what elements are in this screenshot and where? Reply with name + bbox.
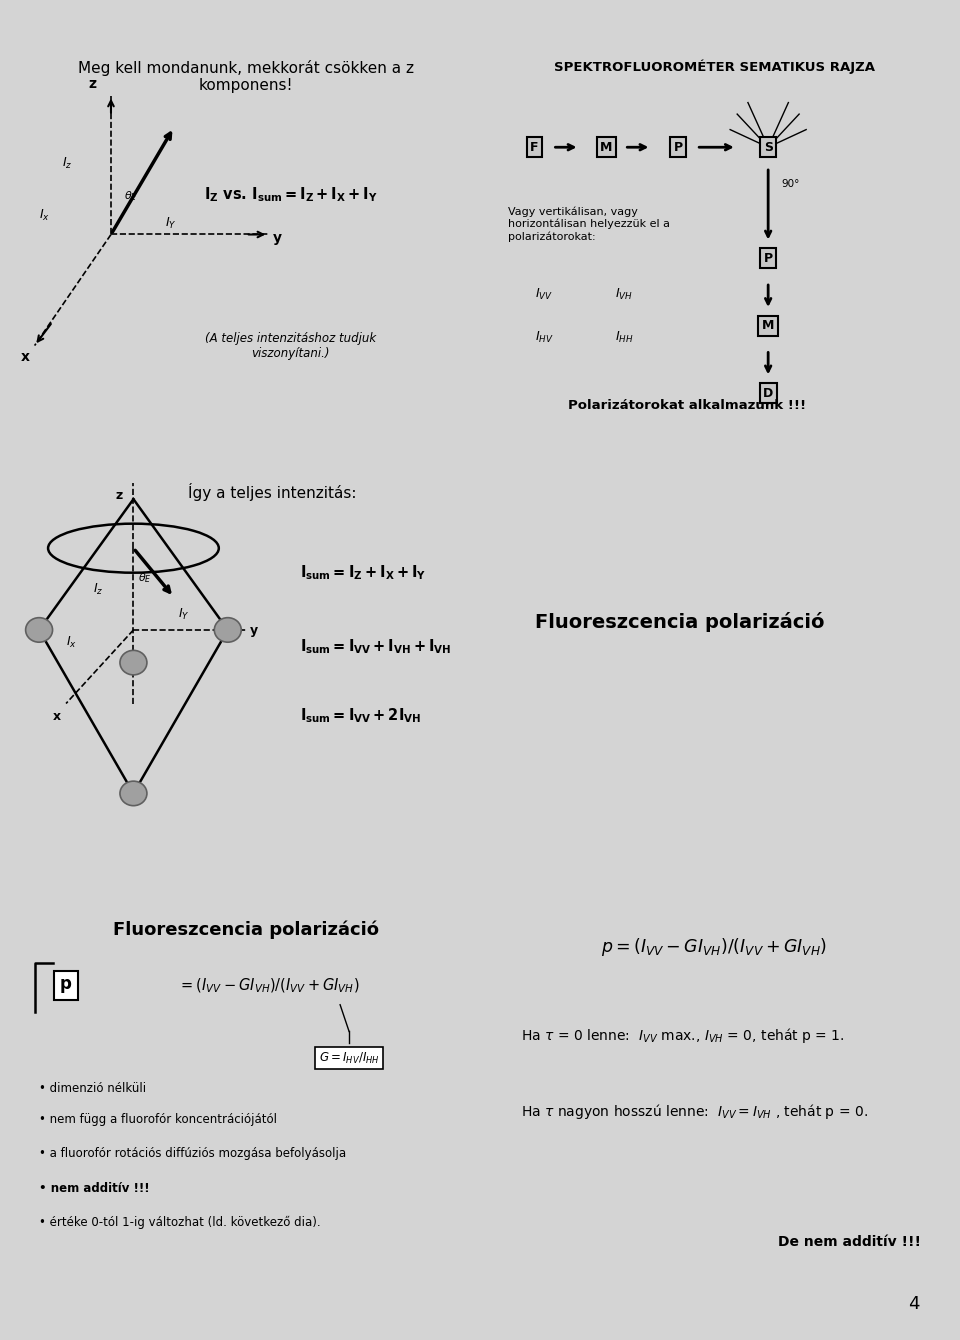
Text: $I_z$: $I_z$: [93, 582, 104, 598]
Text: Ha $\tau$ nagyon hosszú lenne:  $I_{VV} = I_{VH}$ , tehát p = 0.: Ha $\tau$ nagyon hosszú lenne: $I_{VV} =…: [521, 1103, 868, 1122]
Text: Polarizátorokat alkalmazunk !!!: Polarizátorokat alkalmazunk !!!: [568, 398, 806, 411]
Text: P: P: [674, 141, 683, 154]
Text: M: M: [600, 141, 612, 154]
Text: $I_x$: $I_x$: [66, 635, 77, 650]
Text: • nem függ a fluorofór koncentrációjától: • nem függ a fluorofór koncentrációjától: [39, 1112, 277, 1126]
Text: • dimenzió nélküli: • dimenzió nélküli: [39, 1083, 146, 1095]
Text: Fluoreszcencia polarizáció: Fluoreszcencia polarizáció: [112, 921, 379, 939]
Text: $I_z$: $I_z$: [61, 155, 72, 172]
Text: z: z: [88, 76, 97, 91]
Circle shape: [26, 618, 53, 642]
Text: Vagy vertikálisan, vagy
horizontálisan helyezzük el a
polarizátorokat:: Vagy vertikálisan, vagy horizontálisan h…: [508, 206, 669, 241]
Text: • értéke 0-tól 1-ig változhat (ld. következő dia).: • értéke 0-tól 1-ig változhat (ld. követ…: [39, 1215, 321, 1229]
Text: Ha $\tau$ = 0 lenne:  $I_{VV}$ max., $I_{VH}$ = 0, tehát p = 1.: Ha $\tau$ = 0 lenne: $I_{VV}$ max., $I_{…: [521, 1026, 845, 1045]
Text: SPEKTROFLUOROMÉTER SEMATIKUS RAJZA: SPEKTROFLUOROMÉTER SEMATIKUS RAJZA: [554, 60, 875, 75]
Text: $\mathbf{I_{sum} = I_Z + I_X + I_Y}$: $\mathbf{I_{sum} = I_Z + I_X + I_Y}$: [300, 563, 426, 582]
Text: x: x: [21, 351, 30, 364]
Text: M: M: [762, 319, 775, 332]
Text: x: x: [53, 710, 60, 722]
Text: $\mathbf{I_Z}$ vs. $\mathbf{I_{sum} = I_Z + I_X + I_Y}$: $\mathbf{I_Z}$ vs. $\mathbf{I_{sum} = I_…: [204, 185, 377, 204]
Text: De nem additív !!!: De nem additív !!!: [778, 1234, 921, 1249]
Text: Meg kell mondanunk, mekkorát csökken a z
komponens!: Meg kell mondanunk, mekkorát csökken a z…: [78, 60, 414, 94]
Text: 4: 4: [908, 1296, 920, 1313]
Circle shape: [214, 618, 241, 642]
Text: $I_{HV}$: $I_{HV}$: [535, 330, 553, 346]
Text: $\theta_E$: $\theta_E$: [125, 189, 138, 202]
Text: $I_{VH}$: $I_{VH}$: [615, 287, 634, 302]
Text: $p  = (I_{VV} - GI_{VH}) / (I_{VV} + GI_{VH})$: $p = (I_{VV} - GI_{VH}) / (I_{VV} + GI_{…: [601, 937, 828, 958]
Text: $G = I_{HV} / I_{HH}$: $G = I_{HV} / I_{HH}$: [319, 1051, 379, 1065]
Text: • nem additív !!!: • nem additív !!!: [39, 1182, 150, 1194]
Text: Így a teljes intenzitás:: Így a teljes intenzitás:: [188, 482, 357, 501]
Text: y: y: [273, 232, 281, 245]
Text: • a fluorofór rotációs diffúziós mozgása befolyásolja: • a fluorofór rotációs diffúziós mozgása…: [39, 1147, 347, 1160]
Circle shape: [120, 650, 147, 675]
Text: $I_{VV}$: $I_{VV}$: [535, 287, 553, 302]
Circle shape: [120, 781, 147, 805]
Text: z: z: [115, 489, 123, 502]
Text: S: S: [763, 141, 773, 154]
Text: $= (I_{VV} - GI_{VH}) / (I_{VV} + GI_{VH})$: $= (I_{VV} - GI_{VH}) / (I_{VV} + GI_{VH…: [178, 977, 359, 994]
Text: y: y: [251, 624, 258, 636]
Text: $I_x$: $I_x$: [39, 208, 50, 222]
Text: 90°: 90°: [781, 180, 800, 189]
Text: $\mathbf{I_{sum} = I_{VV} + I_{VH} + I_{VH}}$: $\mathbf{I_{sum} = I_{VV} + I_{VH} + I_{…: [300, 636, 451, 655]
Text: $I_Y$: $I_Y$: [179, 607, 190, 622]
Text: F: F: [530, 141, 539, 154]
Text: $\mathbf{I_{sum} = I_{VV} + 2I_{VH}}$: $\mathbf{I_{sum} = I_{VV} + 2I_{VH}}$: [300, 706, 420, 725]
Text: $I_Y$: $I_Y$: [165, 216, 177, 230]
Text: $\theta_E$: $\theta_E$: [138, 571, 152, 584]
Text: $I_{HH}$: $I_{HH}$: [615, 330, 634, 346]
Text: (A teljes intenzitáshoz tudjuk
viszonyítani.): (A teljes intenzitáshoz tudjuk viszonyít…: [205, 331, 376, 359]
Text: $\mathbf{p}$: $\mathbf{p}$: [60, 977, 73, 994]
Text: P: P: [763, 252, 773, 265]
Text: D: D: [763, 387, 773, 399]
Text: Fluoreszcencia polarizáció: Fluoreszcencia polarizáció: [535, 612, 824, 631]
